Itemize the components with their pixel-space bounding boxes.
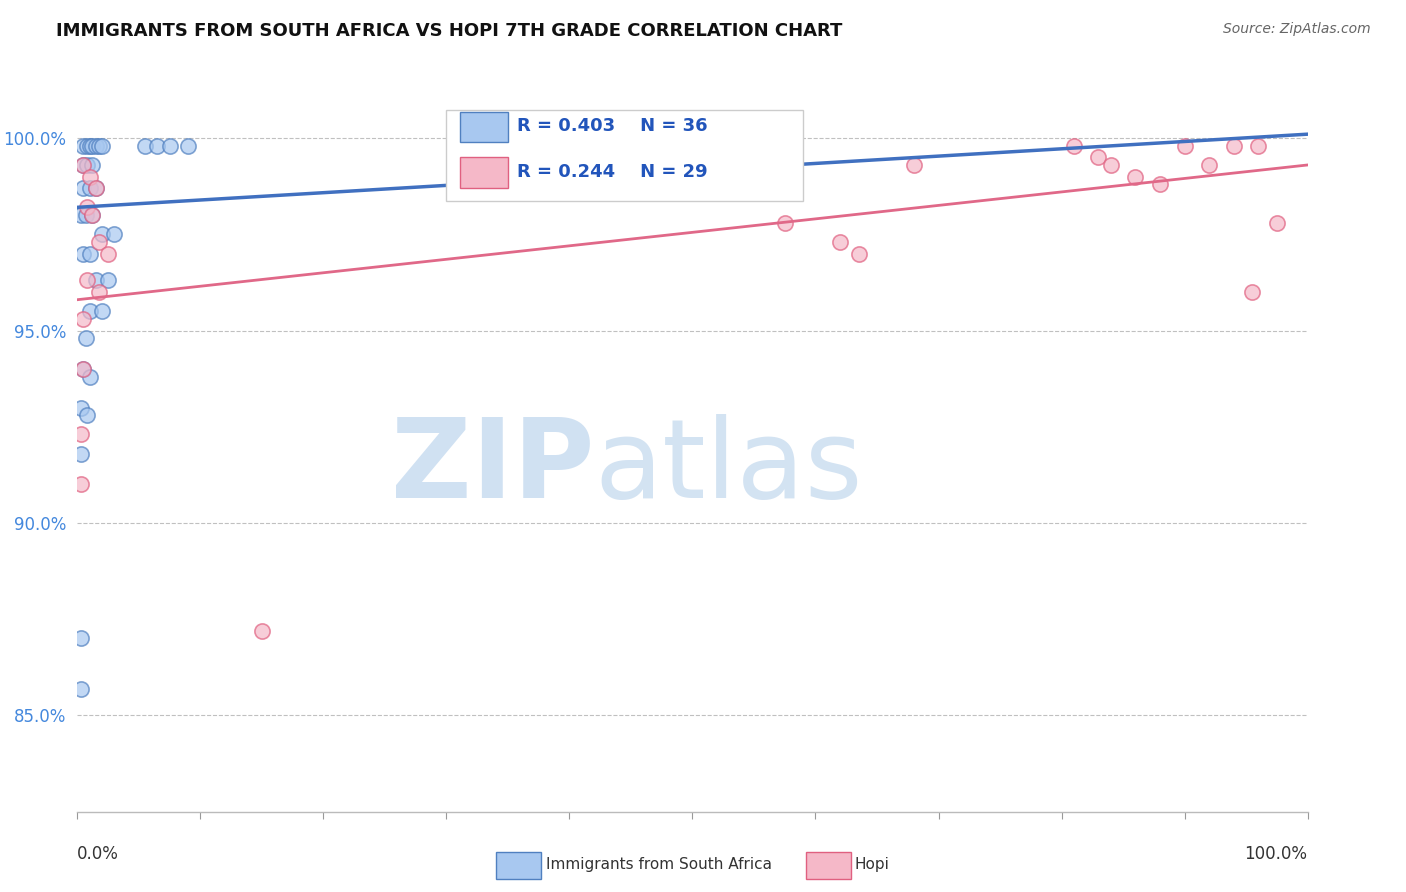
Text: atlas: atlas bbox=[595, 415, 862, 522]
Point bbox=[89, 235, 111, 249]
Point bbox=[90, 227, 114, 242]
FancyBboxPatch shape bbox=[460, 112, 508, 143]
Point bbox=[159, 138, 181, 153]
Point bbox=[76, 408, 98, 422]
Point bbox=[75, 208, 97, 222]
FancyBboxPatch shape bbox=[447, 110, 803, 201]
Point bbox=[72, 362, 94, 376]
Point bbox=[79, 138, 101, 153]
Point bbox=[70, 208, 93, 222]
Point bbox=[84, 181, 107, 195]
Point bbox=[76, 158, 98, 172]
Point bbox=[75, 331, 97, 345]
Point bbox=[76, 200, 98, 214]
Point bbox=[84, 138, 107, 153]
Point bbox=[72, 138, 94, 153]
Point bbox=[70, 477, 93, 491]
Point bbox=[90, 304, 114, 318]
Text: Hopi: Hopi bbox=[855, 857, 890, 871]
Point bbox=[97, 273, 120, 287]
Point bbox=[1247, 138, 1270, 153]
Point bbox=[82, 208, 104, 222]
Text: R = 0.244    N = 29: R = 0.244 N = 29 bbox=[516, 162, 707, 181]
Point bbox=[1223, 138, 1246, 153]
Point bbox=[146, 138, 169, 153]
Point bbox=[70, 681, 93, 696]
Point bbox=[1198, 158, 1220, 172]
Point bbox=[72, 158, 94, 172]
Point bbox=[1265, 216, 1288, 230]
Point bbox=[79, 169, 101, 184]
Text: IMMIGRANTS FROM SOUTH AFRICA VS HOPI 7TH GRADE CORRELATION CHART: IMMIGRANTS FROM SOUTH AFRICA VS HOPI 7TH… bbox=[56, 22, 842, 40]
Point bbox=[70, 401, 93, 415]
Text: Immigrants from South Africa: Immigrants from South Africa bbox=[546, 857, 772, 871]
Point bbox=[84, 273, 107, 287]
Point bbox=[72, 362, 94, 376]
Point bbox=[773, 216, 796, 230]
Point bbox=[82, 208, 104, 222]
Point bbox=[82, 158, 104, 172]
Point bbox=[848, 246, 870, 260]
Point bbox=[79, 181, 101, 195]
Point bbox=[82, 138, 104, 153]
Point bbox=[90, 138, 114, 153]
Point bbox=[97, 246, 120, 260]
Point bbox=[76, 273, 98, 287]
Point bbox=[1241, 285, 1264, 299]
Text: R = 0.403    N = 36: R = 0.403 N = 36 bbox=[516, 117, 707, 135]
Point bbox=[72, 158, 94, 172]
Point bbox=[76, 138, 98, 153]
Point bbox=[70, 447, 93, 461]
Point bbox=[89, 138, 111, 153]
Text: Source: ZipAtlas.com: Source: ZipAtlas.com bbox=[1223, 22, 1371, 37]
Point bbox=[70, 427, 93, 442]
Point bbox=[79, 246, 101, 260]
Point bbox=[1174, 138, 1197, 153]
Point bbox=[84, 181, 107, 195]
Point bbox=[79, 369, 101, 384]
Point bbox=[903, 158, 925, 172]
Point bbox=[1149, 178, 1171, 192]
Text: ZIP: ZIP bbox=[391, 415, 595, 522]
Point bbox=[1063, 138, 1085, 153]
Point bbox=[70, 632, 93, 646]
Point bbox=[89, 285, 111, 299]
Point bbox=[72, 246, 94, 260]
Point bbox=[1099, 158, 1122, 172]
Point bbox=[134, 138, 156, 153]
Point bbox=[177, 138, 200, 153]
Point bbox=[72, 181, 94, 195]
Point bbox=[830, 235, 852, 249]
Text: 100.0%: 100.0% bbox=[1244, 845, 1308, 863]
Point bbox=[72, 312, 94, 326]
Point bbox=[1125, 169, 1147, 184]
Point bbox=[103, 227, 125, 242]
Point bbox=[250, 624, 273, 638]
Text: 0.0%: 0.0% bbox=[77, 845, 120, 863]
FancyBboxPatch shape bbox=[460, 157, 508, 188]
Point bbox=[1087, 150, 1109, 164]
Point bbox=[79, 304, 101, 318]
